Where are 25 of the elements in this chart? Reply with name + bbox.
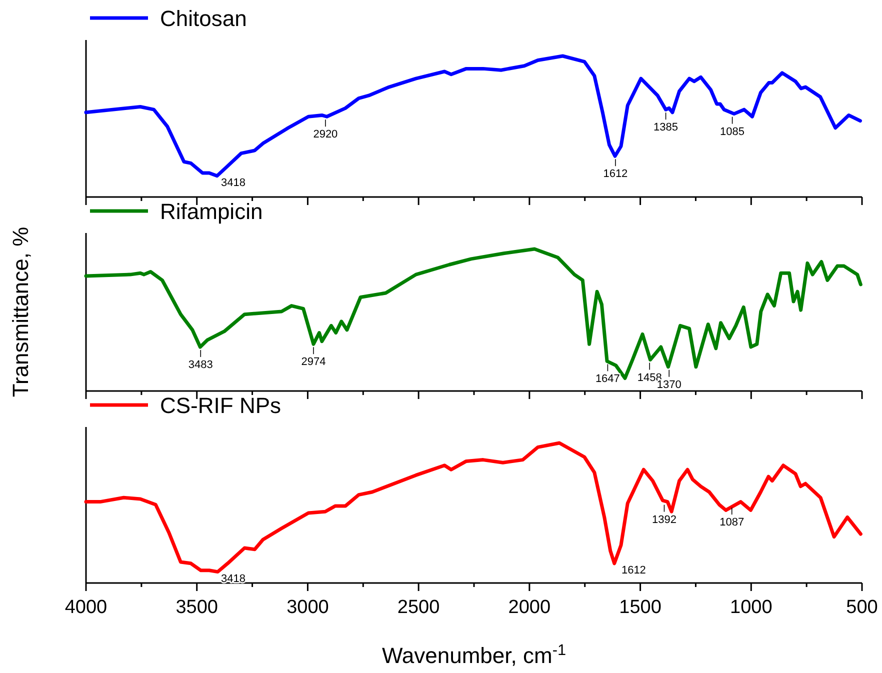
annotation: 1612 (603, 168, 628, 180)
annotation: 3418 (221, 572, 246, 585)
legend-label: CS-RIF NPs (160, 393, 281, 418)
x-tick-label: 2500 (397, 597, 440, 618)
x-tick-label: 3000 (286, 597, 329, 618)
x-tick-label: 2000 (508, 597, 551, 618)
x-tick-label: 4000 (64, 597, 108, 618)
y-axis-title: Transmittance, % (8, 226, 33, 398)
x-tick-label: 500 (846, 597, 878, 618)
x-axis-title: Wavenumber, cm$^{-1}$ (382, 642, 566, 668)
annotation: 3418 (221, 176, 246, 189)
annotation: 1385 (654, 122, 678, 134)
annotation: 2974 (301, 356, 326, 368)
x-tick-label: 1500 (619, 597, 662, 618)
x-tick-label: 3500 (176, 597, 218, 618)
legend-label: Chitosan (160, 6, 247, 31)
annotation: 1392 (652, 514, 676, 526)
annotation: 1647 (595, 373, 620, 386)
legend-label: Rifampicin (160, 199, 263, 224)
annotation: 3483 (188, 358, 213, 371)
annotation: 1612 (621, 564, 646, 576)
annotation: 1087 (720, 516, 744, 529)
annotation: 2920 (313, 128, 338, 141)
x-tick-label: 1000 (730, 597, 772, 618)
annotation: 1085 (720, 126, 745, 138)
